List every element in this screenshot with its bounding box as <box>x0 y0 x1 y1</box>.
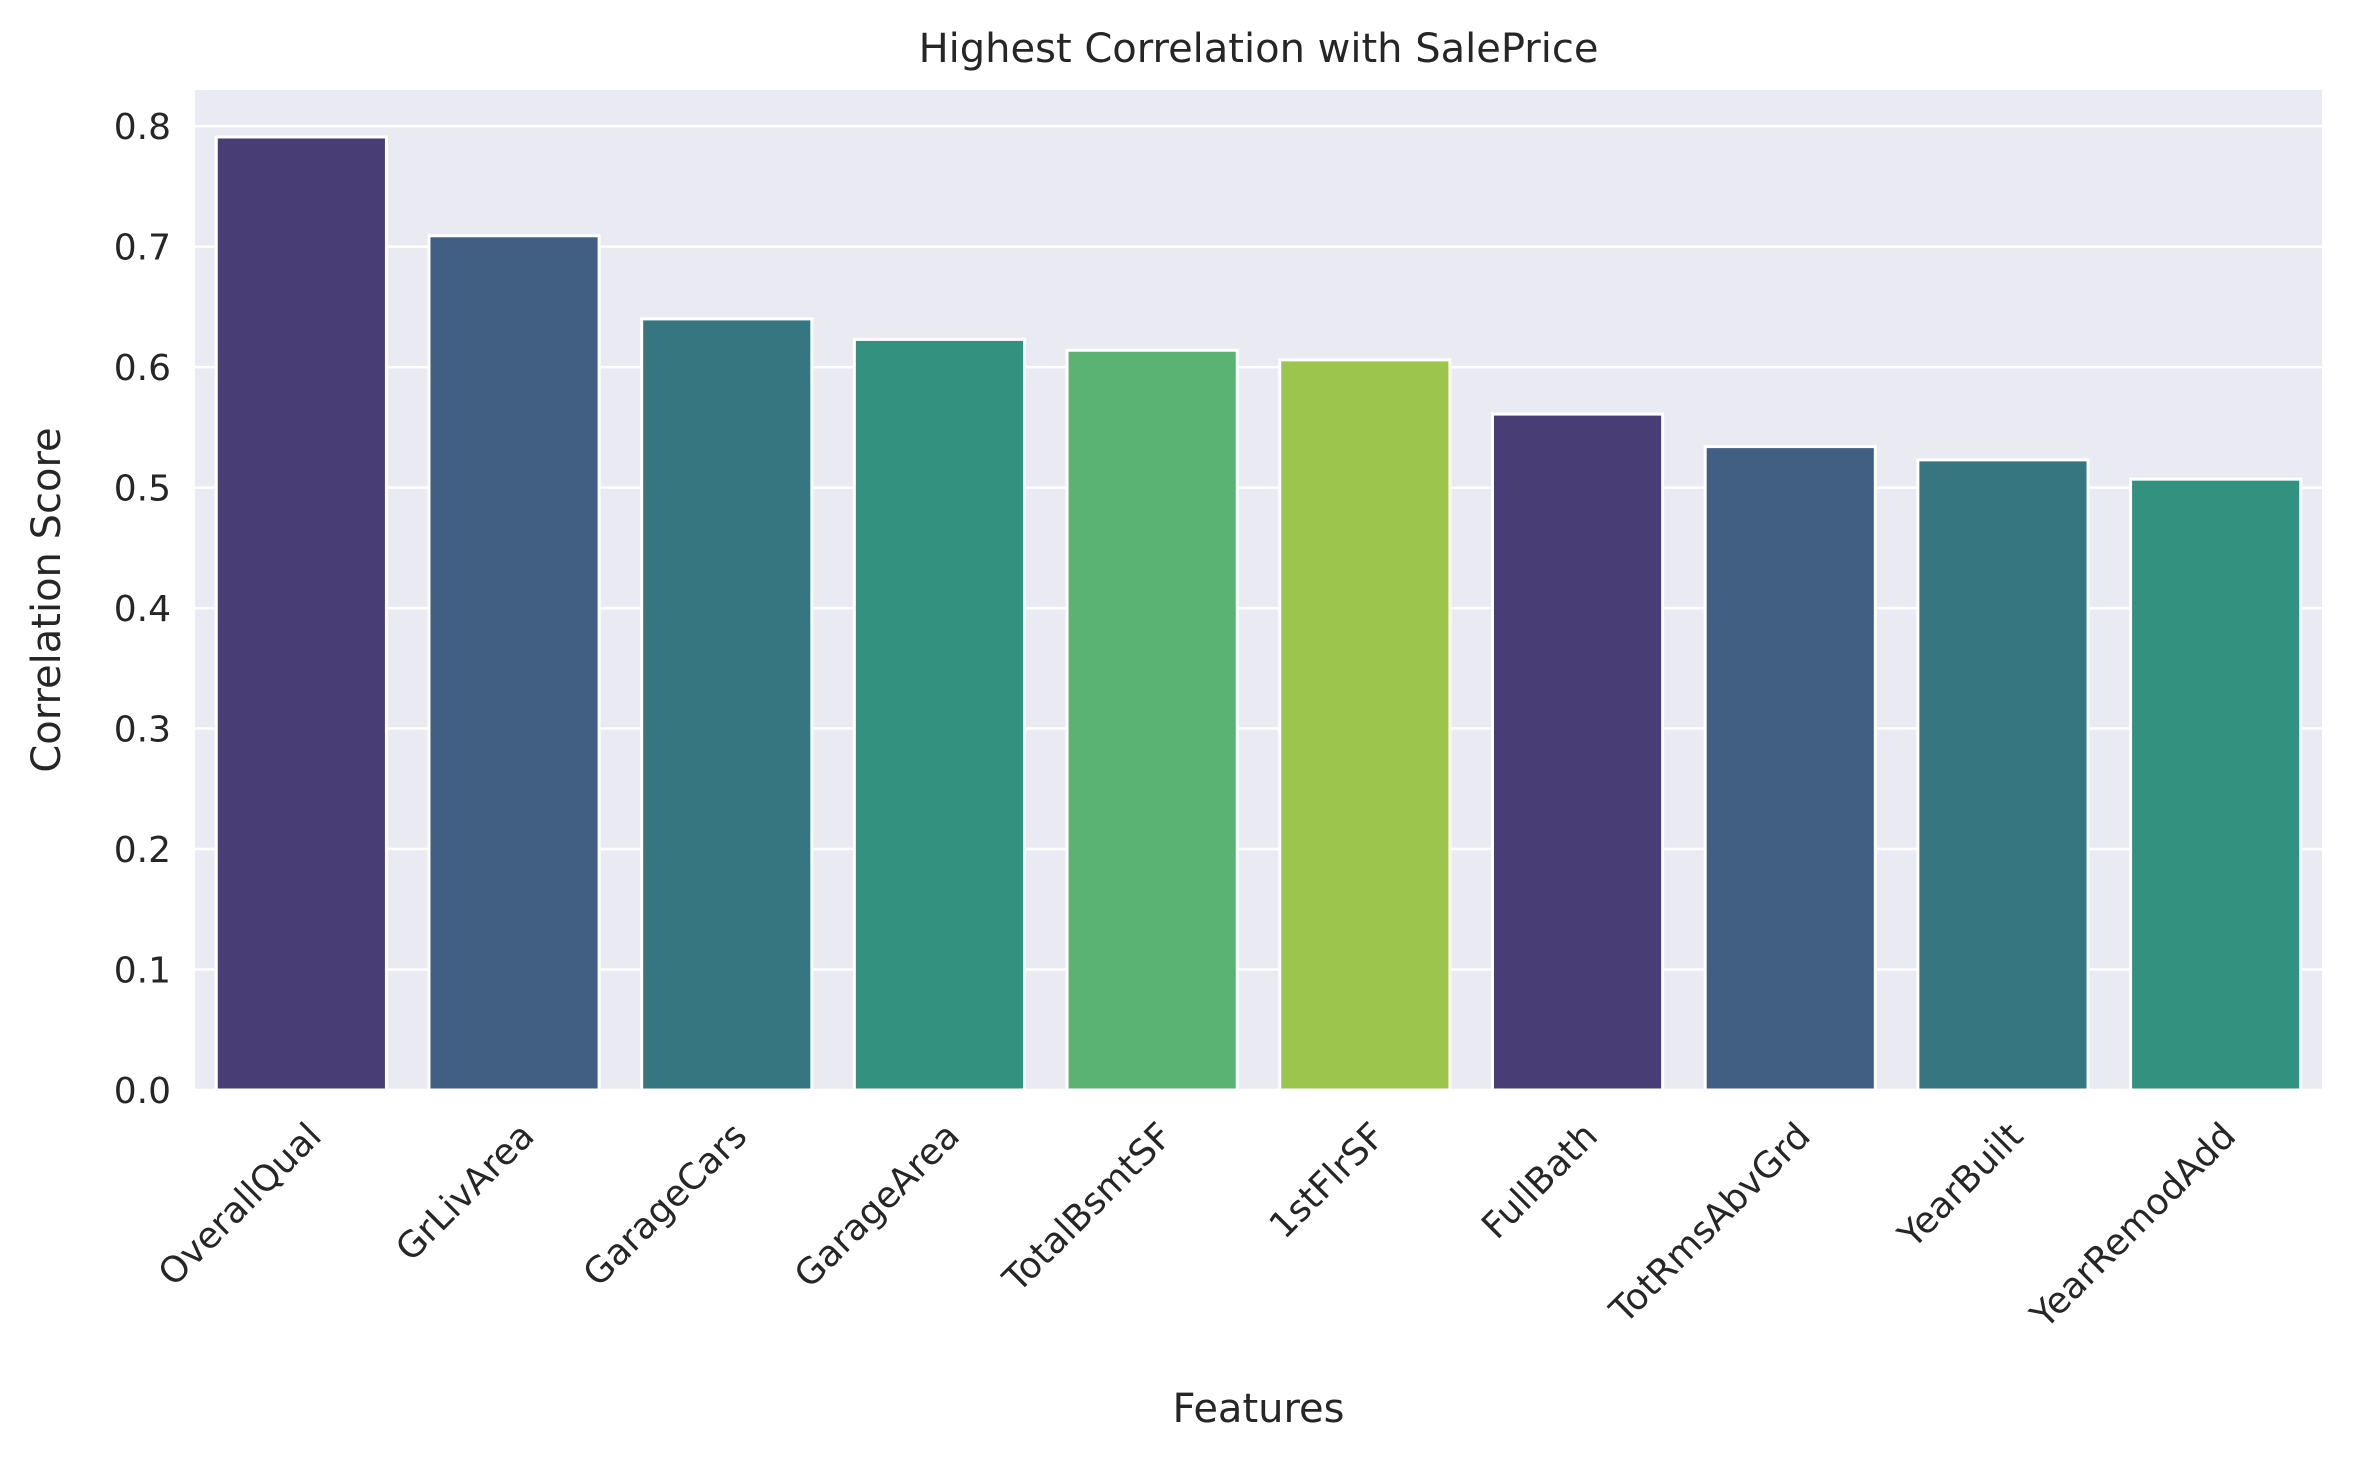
y-tick-label: 0.6 <box>114 348 171 389</box>
bar-garagecars <box>640 317 814 1092</box>
y-tick-label: 0.0 <box>114 1071 171 1112</box>
x-tick-label: GarageCars <box>576 1115 755 1294</box>
y-tick-label: 0.3 <box>114 710 171 751</box>
y-tick-label: 0.1 <box>114 951 171 992</box>
bar-yearremodadd <box>2129 477 2303 1092</box>
x-tick-label: GarageArea <box>787 1115 968 1296</box>
x-tick-label: FullBath <box>1474 1115 1606 1247</box>
x-tick-label: TotalBsmtSF <box>995 1115 1180 1300</box>
bar-totalbsmtsf <box>1065 348 1239 1092</box>
y-tick-labels: 0.0 0.1 0.2 0.3 0.4 0.5 0.6 0.7 0.8 <box>114 107 171 1112</box>
bar-garagearea <box>852 337 1027 1092</box>
bar-grlivarea <box>427 234 601 1092</box>
y-tick-label: 0.4 <box>114 589 171 630</box>
y-tick-label: 0.8 <box>114 107 171 148</box>
x-tick-label: YearBuilt <box>1890 1115 2031 1256</box>
x-tick-label: 1stFlrSF <box>1262 1115 1393 1246</box>
y-tick-label: 0.2 <box>114 830 171 871</box>
bar-totrmsabvgrd <box>1703 445 1877 1092</box>
x-tick-label: TotRmsAbvGrd <box>1602 1115 1819 1332</box>
bar-fullbath <box>1490 412 1665 1092</box>
bar-yearbuilt <box>1916 458 2090 1092</box>
y-axis-label: Correlation Score <box>24 427 70 772</box>
x-tick-label: OverallQual <box>151 1115 330 1294</box>
x-tick-label: GrLivArea <box>388 1115 542 1269</box>
y-tick-label: 0.7 <box>114 228 171 269</box>
x-tick-labels: OverallQual GrLivArea GarageCars GarageArea… <box>151 1115 2244 1337</box>
bar-1stflrsf <box>1278 358 1452 1092</box>
bars <box>214 135 2303 1092</box>
x-axis-label: Features <box>1173 1386 1345 1432</box>
bar-overallqual <box>214 135 388 1092</box>
x-tick-label: YearRemodAdd <box>2022 1115 2244 1337</box>
chart-title: Highest Correlation with SalePrice <box>919 26 1599 72</box>
y-tick-label: 0.5 <box>114 469 171 510</box>
